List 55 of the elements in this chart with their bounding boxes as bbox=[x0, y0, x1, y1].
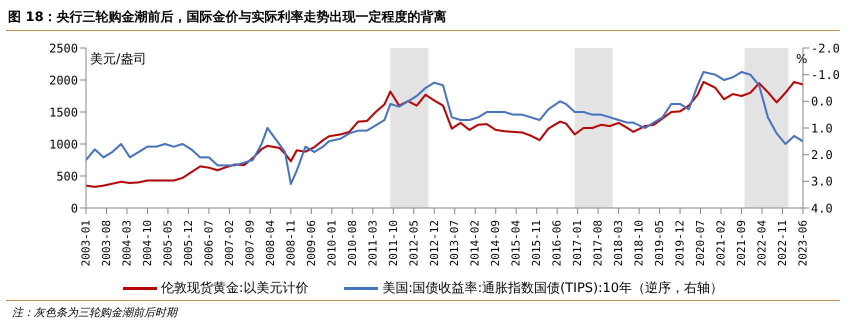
x-tick-label: 2017-01 bbox=[571, 220, 584, 266]
legend-label: 伦敦现货黄金:以美元计价 bbox=[160, 280, 308, 297]
y2-tick-label: 4.0 bbox=[811, 201, 833, 216]
x-tick-label: 2004-10 bbox=[140, 220, 154, 266]
x-tick-label: 2006-07 bbox=[202, 220, 216, 266]
x-tick-label: 2003-01 bbox=[80, 220, 92, 266]
x-tick-label: 2011-10 bbox=[386, 220, 400, 266]
y-tick-label: 1000 bbox=[49, 137, 78, 152]
text: 注：灰色条为三轮购金潮前后时期 bbox=[12, 305, 177, 320]
y2-axis-title: % bbox=[796, 52, 808, 66]
x-tick-label: 2017-08 bbox=[592, 220, 605, 266]
y2-tick-label: 2.0 bbox=[811, 148, 833, 162]
x-tick-label: 2022-04 bbox=[756, 220, 769, 266]
x-tick-label: 2018-10 bbox=[632, 220, 646, 266]
x-tick-label: 2004-03 bbox=[120, 220, 134, 266]
x-tick-label: 2015-04 bbox=[510, 220, 523, 266]
x-tick-label: 2021-02 bbox=[714, 220, 728, 266]
y2-tick-label: -2.0 bbox=[811, 41, 840, 56]
x-tick-label: 2010-01 bbox=[325, 220, 338, 266]
x-tick-label: 2019-05 bbox=[653, 220, 666, 266]
x-tick-label: 2018-03 bbox=[612, 220, 626, 266]
x-tick-label: 2008-04 bbox=[264, 220, 277, 266]
x-tick-label: 2023-06 bbox=[796, 220, 810, 266]
y-tick-label: 2500 bbox=[49, 41, 78, 56]
y2-tick-label: 0.0 bbox=[811, 94, 833, 109]
x-tick-label: 2014-02 bbox=[468, 220, 482, 266]
y-tick-label: 500 bbox=[56, 169, 78, 184]
x-tick-label: 2005-12 bbox=[182, 220, 195, 266]
y-tick-label: 1500 bbox=[49, 105, 78, 120]
y2-tick-label: 3.0 bbox=[811, 174, 833, 189]
x-tick-label: 2003-08 bbox=[100, 220, 113, 266]
x-tick-label: 2012-12 bbox=[428, 220, 441, 266]
y-axis-title: 美元/盎司 bbox=[90, 51, 146, 68]
x-tick-label: 2013-07 bbox=[448, 220, 462, 266]
x-tick-label: 2008-11 bbox=[284, 220, 298, 266]
x-tick-label: 2019-12 bbox=[674, 220, 687, 266]
x-tick-label: 2009-06 bbox=[304, 220, 318, 266]
x-tick-label: 2005-05 bbox=[161, 220, 174, 266]
x-tick-label: 2011-03 bbox=[366, 220, 380, 266]
y-tick-label: 0 bbox=[70, 201, 78, 216]
y2-tick-label: 1.0 bbox=[811, 121, 833, 136]
x-tick-label: 2010-08 bbox=[346, 220, 359, 266]
x-tick-label: 2014-09 bbox=[489, 220, 502, 266]
x-tick-label: 2016-06 bbox=[550, 220, 564, 266]
x-tick-label: 2021-09 bbox=[735, 220, 748, 266]
x-tick-label: 2015-11 bbox=[530, 220, 544, 266]
x-tick-label: 2012-05 bbox=[407, 220, 420, 266]
y-tick-label: 2000 bbox=[49, 73, 78, 88]
legend-label: 美国:国债收益率:通胀指数国债(TIPS):10年（逆序，右轴） bbox=[382, 280, 724, 297]
chart-title: 图 18：央行三轮购金潮前后，国际金价与实际利率走势出现一定程度的背离 bbox=[8, 8, 447, 26]
x-tick-label: 2007-02 bbox=[222, 220, 236, 266]
y2-tick-label: -1.0 bbox=[811, 68, 840, 82]
x-tick-label: 2020-07 bbox=[694, 220, 708, 266]
x-tick-label: 2007-09 bbox=[243, 220, 256, 266]
x-tick-label: 2022-11 bbox=[776, 220, 790, 266]
